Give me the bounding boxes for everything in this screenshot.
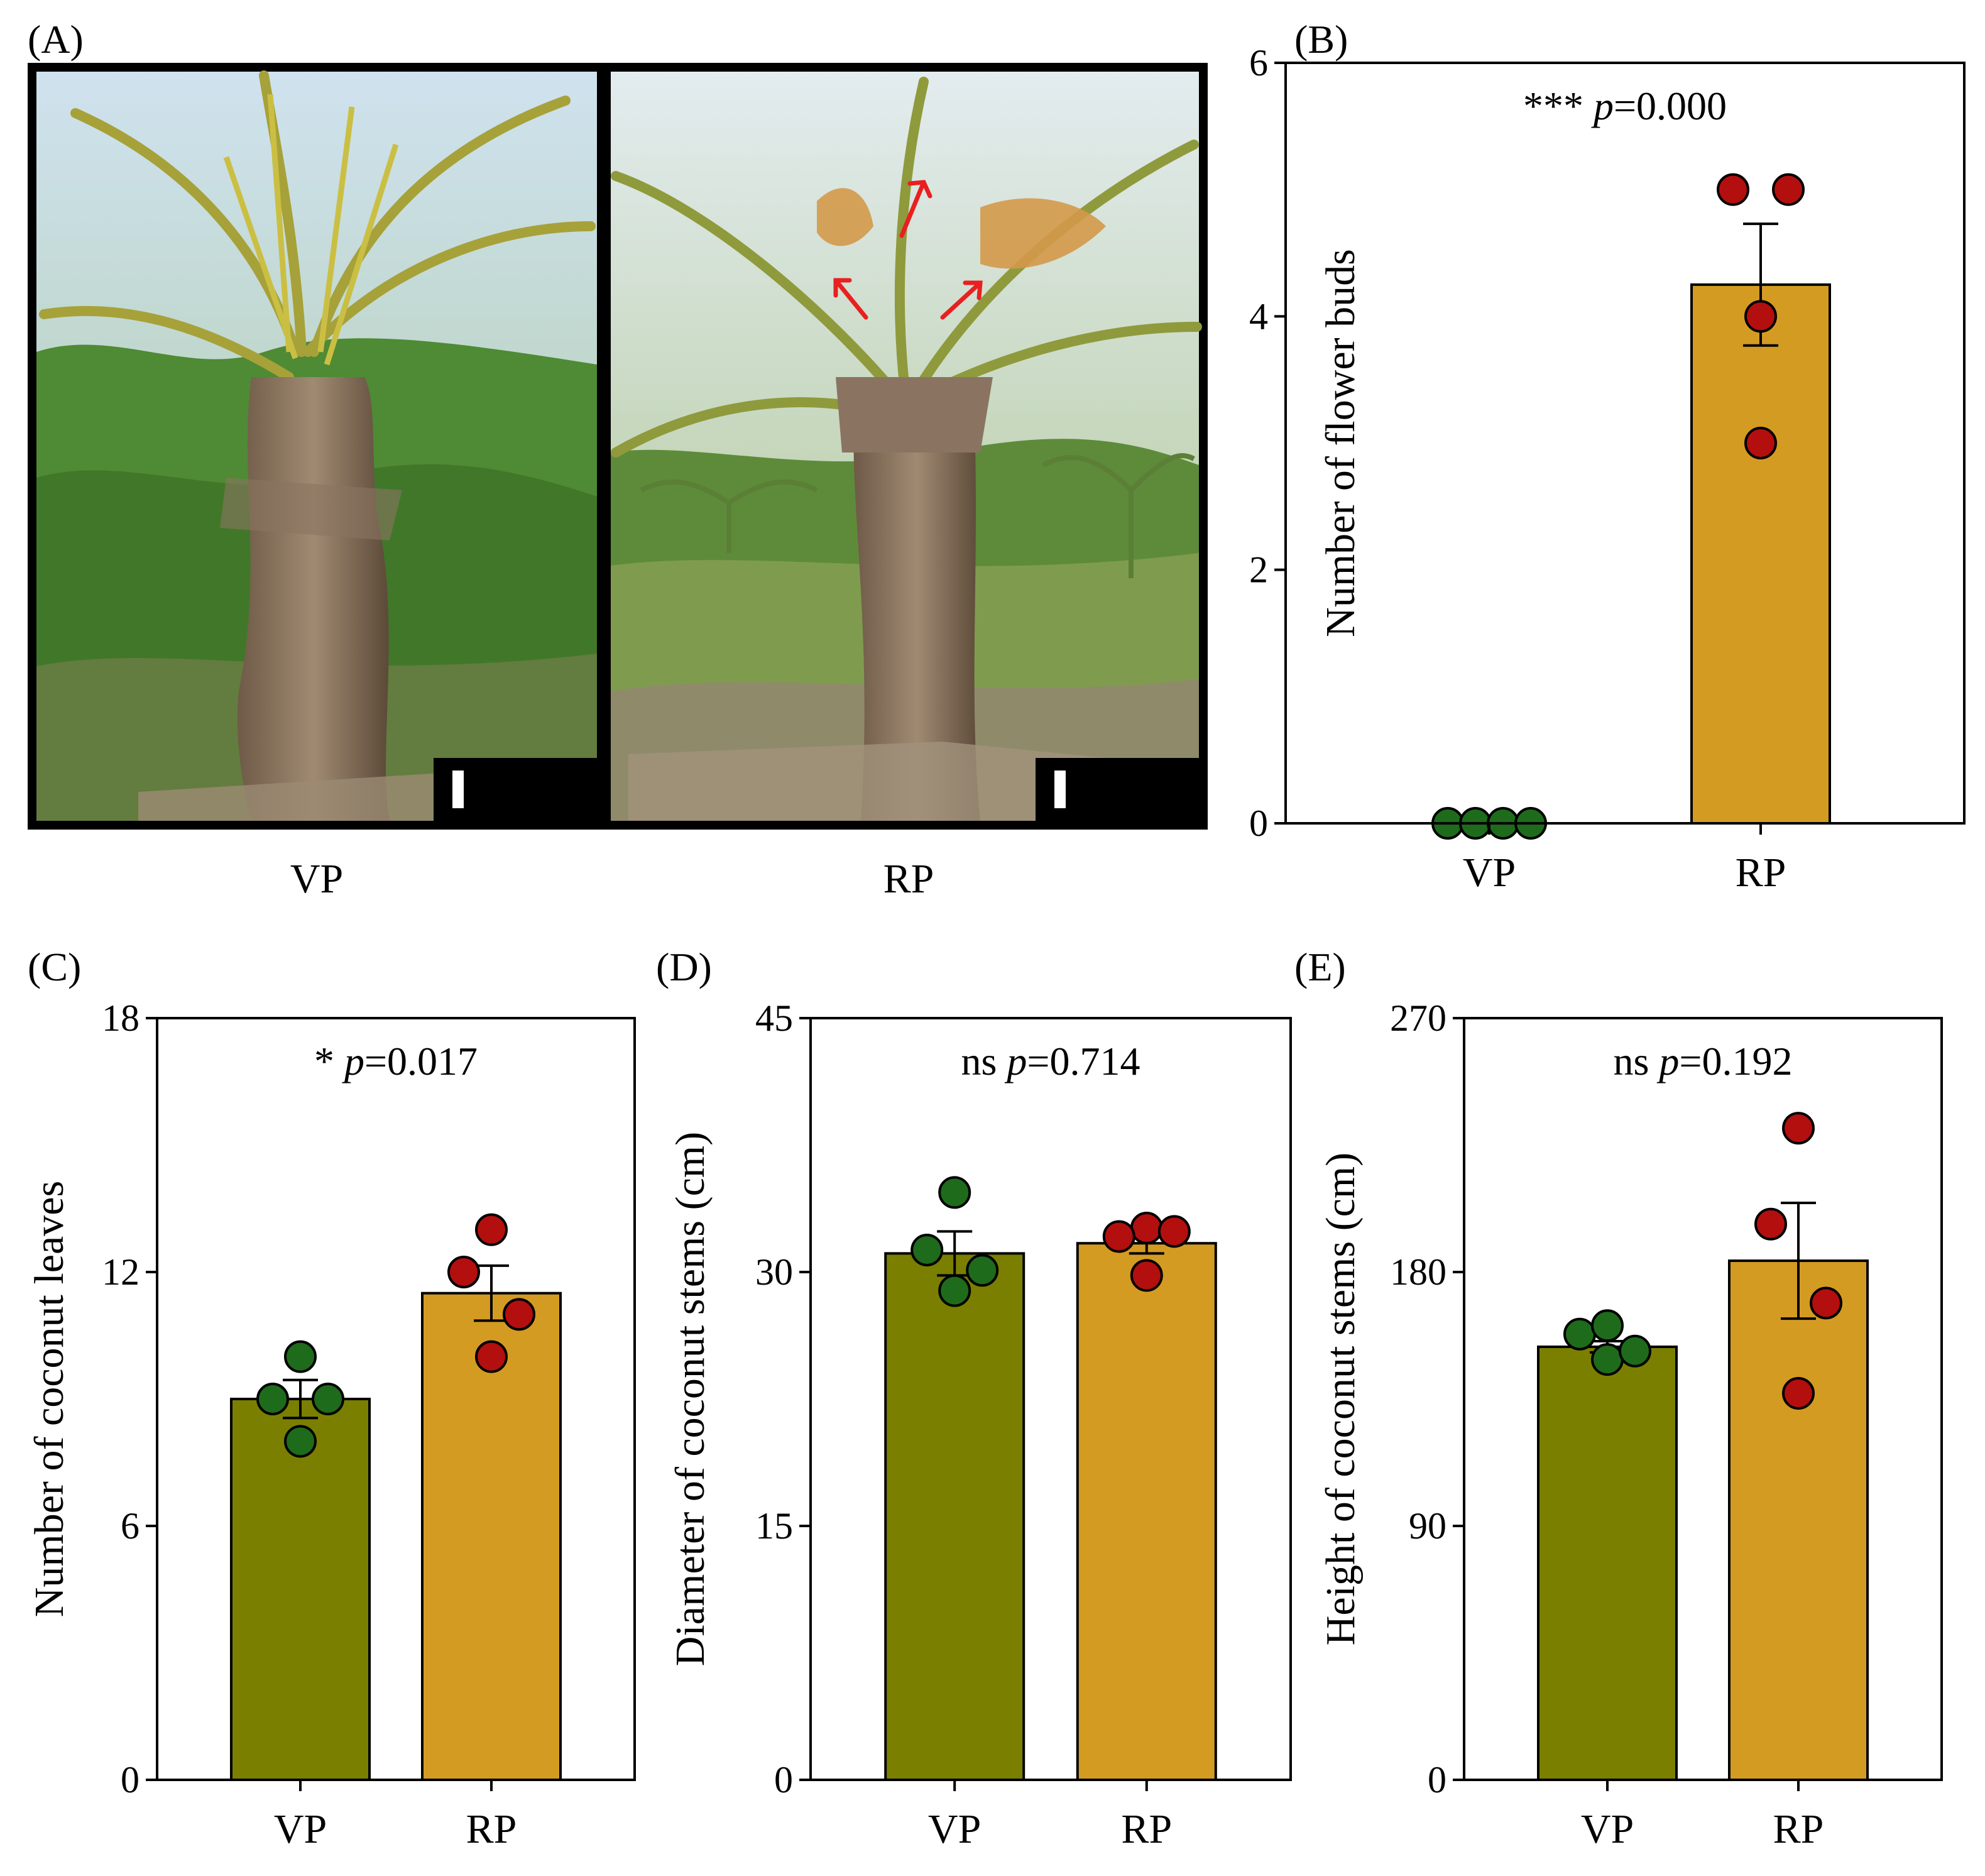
panel-e-chart: (E) VP RP 0 90 180 270 Height of coconut stems … — [1294, 945, 1943, 1852]
plot-frame — [1284, 62, 1966, 825]
bar-rp — [1728, 1259, 1869, 1781]
y-axis-title: Number of coconut leaves — [26, 1181, 72, 1618]
y-tick-label: 180 — [1390, 1251, 1446, 1293]
photo-rp: 15 cm RP — [602, 63, 1208, 902]
data-point-rp — [1744, 427, 1777, 459]
significance-label: ns p=0.714 — [961, 1039, 1140, 1083]
plot-frame — [809, 1017, 1292, 1781]
data-point-rp — [1782, 1377, 1815, 1410]
y-tick-label: 6 — [1249, 42, 1268, 84]
data-point-rp — [1754, 1207, 1787, 1241]
data-point-rp — [1130, 1211, 1163, 1244]
data-point-vp — [1563, 1317, 1596, 1351]
data-point-rp — [1744, 300, 1777, 333]
plot-frame — [1463, 1017, 1943, 1781]
y-tick-label: 4 — [1249, 295, 1268, 337]
y-tick-label: 90 — [1409, 1505, 1446, 1547]
y-tick-label: 45 — [755, 997, 793, 1039]
x-tick-label: VP — [928, 1806, 981, 1852]
bar-rp — [1690, 283, 1831, 825]
x-tick-label: RP — [1773, 1806, 1824, 1852]
y-tick-label: 30 — [755, 1251, 793, 1293]
data-point-vp — [938, 1274, 971, 1307]
photo-vp: 15 cm VP — [28, 63, 606, 902]
x-tick-label: RP — [466, 1806, 517, 1852]
data-point-rp — [475, 1213, 508, 1246]
y-tick-label: 0 — [774, 1759, 793, 1801]
photo-caption-rp: RP — [883, 856, 934, 902]
plot-frame — [156, 1017, 636, 1781]
data-point-vp — [910, 1233, 944, 1266]
y-tick-label: 12 — [102, 1251, 139, 1293]
data-point-rp — [475, 1340, 508, 1373]
red-arrow-icons — [833, 180, 983, 320]
data-point-rp — [1782, 1112, 1815, 1145]
photo-caption-vp: VP — [290, 856, 343, 902]
y-tick-label: 0 — [1428, 1759, 1446, 1801]
data-point-rp — [1102, 1220, 1135, 1253]
bar-vp — [1537, 1345, 1678, 1781]
panel-b-chart: (B) VP RP 0 2 4 6 Number of flower buds *** p=0.… — [1249, 17, 1966, 896]
x-tick-label: VP — [1463, 850, 1516, 896]
panel-label: (D) — [656, 945, 712, 989]
panel-label: (C) — [28, 945, 81, 989]
y-tick-label: 15 — [755, 1505, 793, 1547]
y-axis-title: Diameter of coconut stems (cm) — [667, 1132, 713, 1666]
y-axis-title: Number of flower buds — [1318, 249, 1364, 637]
data-point-vp — [256, 1383, 289, 1415]
y-tick-label: 0 — [121, 1759, 139, 1801]
y-tick-label: 270 — [1390, 997, 1446, 1039]
panel-label: (B) — [1294, 17, 1348, 62]
bar-vp — [230, 1398, 371, 1781]
x-tick-label: VP — [274, 1806, 327, 1852]
significance-label: ns p=0.192 — [1614, 1039, 1793, 1083]
data-point-rp — [1130, 1259, 1163, 1292]
data-point-vp — [284, 1340, 317, 1373]
x-tick-label: RP — [1121, 1806, 1172, 1852]
data-point-vp — [1619, 1334, 1651, 1368]
data-point-vp — [1591, 1343, 1624, 1376]
bar-rp — [1076, 1242, 1217, 1782]
panel-d-chart: (D) VP RP 0 15 30 45 Diameter of coconut stems … — [656, 945, 1292, 1852]
significance-label: * p=0.017 — [314, 1039, 478, 1083]
panel-c-chart: (C) VP RP 0 6 12 18 Number of coconut leaves * p… — [26, 945, 636, 1852]
x-tick-label: RP — [1736, 850, 1786, 896]
y-axis-title: Height of coconut stems (cm) — [1318, 1153, 1364, 1645]
panel-a-label: (A) — [28, 17, 84, 62]
panel-label: (E) — [1294, 945, 1346, 989]
y-tick-label: 18 — [102, 997, 139, 1039]
significance-label: *** p=0.000 — [1523, 84, 1727, 128]
data-point-rp — [503, 1298, 535, 1331]
bar-vp — [884, 1252, 1025, 1781]
data-point-vp — [1591, 1309, 1624, 1342]
x-tick-label: VP — [1581, 1806, 1634, 1852]
panel-a: (A) — [28, 17, 1208, 902]
data-point-rp — [1810, 1286, 1842, 1320]
scale-label-vp: 15 cm — [493, 774, 577, 812]
y-tick-label: 0 — [1249, 803, 1268, 844]
data-point-vp — [312, 1383, 344, 1415]
data-point-vp — [938, 1176, 971, 1209]
data-point-vp — [966, 1254, 999, 1287]
data-point-rp — [1717, 173, 1749, 206]
y-tick-label: 6 — [121, 1505, 139, 1547]
data-point-vp — [284, 1425, 317, 1458]
data-point-rp — [1157, 1215, 1191, 1248]
y-tick-label: 2 — [1249, 549, 1268, 591]
scale-label-rp: 15 cm — [1095, 774, 1179, 812]
data-point-rp — [447, 1256, 480, 1288]
data-point-rp — [1772, 173, 1805, 206]
